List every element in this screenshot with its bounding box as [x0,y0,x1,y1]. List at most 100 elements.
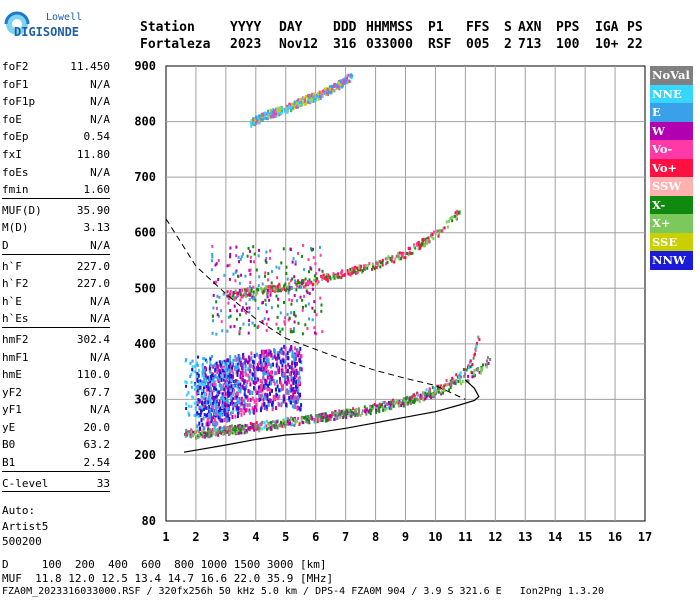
trace-point [319,91,322,95]
trace-point [208,369,211,374]
legend-item-nne: NNE [650,84,693,103]
param-key: foE [2,112,22,126]
trace-point [430,392,433,396]
trace-point [236,357,239,362]
trace-point [311,98,313,102]
trace-point [302,100,305,104]
trace-point [220,378,223,382]
trace-point [245,428,248,432]
trace-point [212,306,215,310]
y-tick-label: 800 [134,115,156,129]
trace-point [219,417,222,422]
trace-point [426,237,429,241]
trace-point [397,251,400,255]
trace-point [278,353,281,357]
trace-point [467,364,470,368]
header-label-4: HHMMSS [366,20,413,35]
trace-point [288,316,291,320]
trace-point [260,288,263,292]
trace-point [214,429,217,433]
trace-point [259,394,262,399]
trace-point [244,295,247,298]
trace-point [214,374,217,379]
trace-point [266,397,269,401]
trace-point [295,368,298,373]
trace-point [211,252,214,256]
trace-point [254,381,256,386]
trace-point [296,384,298,389]
param-row-b0: B0 63.2 [2,436,110,454]
trace-point [473,369,476,373]
x-tick-label: 5 [282,530,289,544]
trace-point [404,397,407,400]
trace-point [467,374,470,378]
trace-point [254,118,257,122]
trace-point [255,398,258,402]
trace-point [402,404,405,408]
trace-point [228,263,231,267]
trace-point [277,327,280,331]
trace-point [206,431,209,435]
trace-point [320,274,323,278]
trace-point [278,402,281,407]
trace-point [268,348,271,353]
trace-point [252,364,255,369]
trace-point [234,367,237,371]
trace-point [206,406,209,410]
trace-point [248,364,251,369]
trace-point [310,415,313,419]
trace-point [347,410,350,414]
trace-point [270,115,273,118]
trace-point [267,358,270,363]
trace-point [218,382,221,386]
trace-point [221,365,224,370]
trace-point [239,327,242,330]
trace-point [443,384,446,388]
trace-point [286,390,289,395]
param-key: h`E [2,294,22,308]
trace-point [290,374,293,379]
trace-point [237,274,239,278]
trace-point [212,429,215,433]
trace-point [189,361,192,365]
trace-point [281,107,283,111]
trace-point [401,402,404,405]
trace-point [486,356,489,360]
trace-point [268,298,271,302]
trace-point [226,414,229,418]
trace-point [264,259,267,263]
trace-point [288,102,291,106]
header-label-8: AXN [518,20,542,35]
trace-point [285,353,287,358]
trace-point [229,361,232,366]
trace-point [413,245,416,249]
trace-point [413,400,415,404]
trace-point [263,115,266,119]
trace-point [356,271,359,275]
trace-point [250,287,253,291]
trace-point [428,240,431,244]
trace-point [333,417,336,421]
trace-point [243,379,246,384]
trace-point [246,403,249,408]
trace-point [249,364,252,368]
trace-point [313,98,316,102]
trace-point [290,285,293,289]
trace-point [409,397,412,401]
trace-point [369,412,372,416]
trace-point [235,391,238,396]
trace-point [258,361,260,366]
trace-point [200,409,203,413]
trace-point [363,405,366,409]
trace-point [328,418,330,422]
logo-line2: DIGISONDE [14,25,79,39]
auto-line: Artist5 [2,519,49,533]
trace-point [465,368,468,372]
trace-point [373,267,376,271]
logo-line1: Lowell [46,12,82,23]
trace-point [265,424,268,428]
trace-point [229,292,232,296]
trace-point [230,391,233,396]
trace-point [251,359,254,364]
trace-point [342,415,345,419]
